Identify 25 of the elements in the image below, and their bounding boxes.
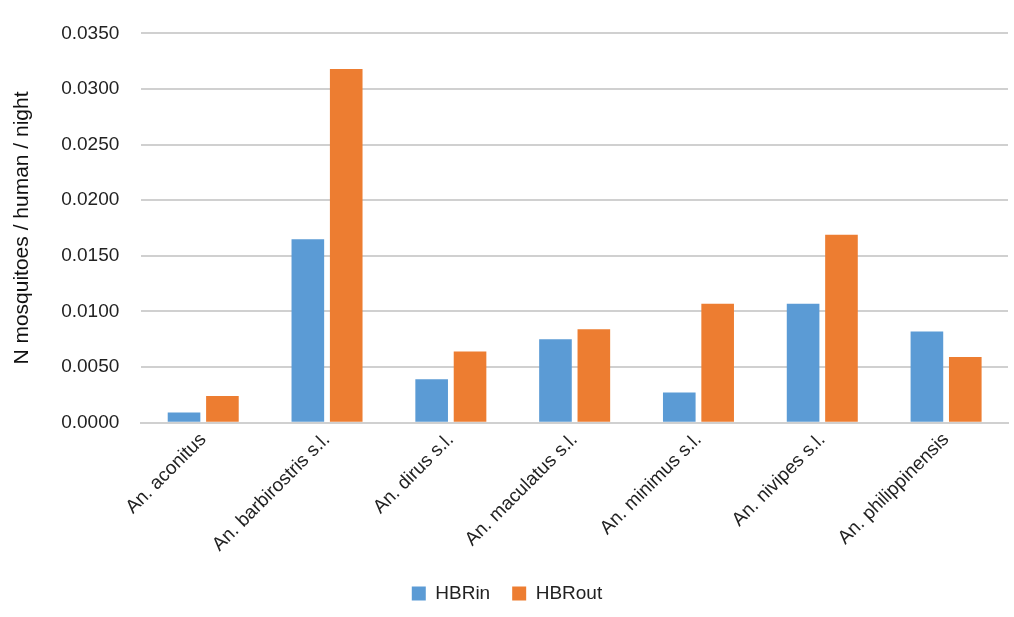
- bar: [910, 331, 944, 422]
- bar: [825, 234, 858, 422]
- y-tick-label: 0.0300: [61, 77, 120, 99]
- bar: [786, 303, 820, 422]
- bar: [662, 392, 696, 422]
- bar: [701, 303, 734, 422]
- bar: [329, 68, 363, 422]
- bar: [206, 395, 239, 422]
- y-axis-title: N mosquitoes / human / night: [9, 91, 33, 365]
- bar: [415, 379, 448, 422]
- legend-label: HBRin: [435, 581, 491, 603]
- bar: [539, 339, 572, 422]
- bar: [948, 357, 982, 422]
- y-tick-label: 0.0350: [61, 21, 120, 43]
- bar: [577, 329, 611, 422]
- y-tick-label: 0.0200: [61, 188, 120, 210]
- y-tick-label: 0.0100: [61, 299, 120, 321]
- y-tick-label: 0.0050: [61, 355, 120, 377]
- y-tick-label: 0.0150: [61, 244, 120, 266]
- bar: [291, 239, 325, 422]
- bar: [167, 412, 201, 422]
- y-tick-label: 0.0000: [61, 410, 120, 432]
- y-tick-label: 0.0250: [61, 132, 120, 154]
- legend-label: HBRout: [535, 581, 603, 603]
- bar: [453, 351, 487, 422]
